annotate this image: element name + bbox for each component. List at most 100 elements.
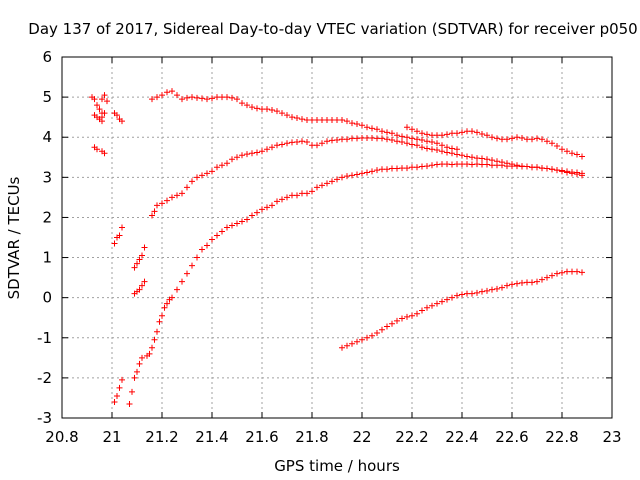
data-point <box>539 276 545 283</box>
data-point <box>284 194 290 201</box>
data-point <box>374 126 380 133</box>
data-point <box>149 212 155 219</box>
data-point <box>101 92 108 99</box>
data-point <box>429 162 435 169</box>
data-point <box>459 129 465 136</box>
data-point <box>269 202 275 209</box>
data-point <box>169 88 175 95</box>
data-point <box>94 146 100 153</box>
data-point <box>139 252 145 259</box>
data-point <box>394 132 400 139</box>
data-point <box>484 287 490 294</box>
data-point <box>259 206 265 213</box>
data-point <box>204 96 210 103</box>
data-point <box>299 138 305 145</box>
data-point <box>409 312 415 319</box>
data-point <box>224 94 230 101</box>
data-point <box>319 182 325 189</box>
data-point <box>434 300 440 307</box>
data-point <box>419 307 425 314</box>
data-point <box>151 208 158 215</box>
data-point <box>339 174 345 181</box>
x-tick-labels: 20.8 21 21.2 21.4 21.6 21.8 22 22.2 22.4 22.6 22.8… <box>45 428 621 446</box>
data-point <box>454 292 460 299</box>
data-point <box>264 146 270 153</box>
data-point <box>474 129 480 136</box>
x-tick-label: 21 <box>102 428 121 446</box>
data-point <box>91 96 98 103</box>
data-point <box>169 194 175 201</box>
data-point <box>126 400 133 407</box>
data-point <box>136 286 143 293</box>
x-tick-label: 22.6 <box>495 428 528 446</box>
y-axis-label: SDTVAR / TECUs <box>5 176 23 299</box>
data-point <box>114 392 120 399</box>
data-point <box>209 168 215 175</box>
data-point <box>134 368 140 375</box>
data-point <box>444 131 450 138</box>
data-point <box>559 167 565 174</box>
data-point <box>111 240 118 247</box>
data-point <box>229 156 235 163</box>
data-point <box>499 284 505 291</box>
axis-ticks <box>61 56 613 419</box>
data-point <box>404 313 410 320</box>
data-point <box>299 116 305 123</box>
data-point <box>274 108 280 115</box>
data-point <box>454 146 460 153</box>
data-point <box>449 294 455 301</box>
data-point <box>224 224 230 231</box>
data-point <box>194 174 200 181</box>
data-point <box>559 146 565 153</box>
data-point <box>429 139 435 146</box>
data-point <box>189 262 195 269</box>
data-point <box>544 165 550 172</box>
data-point <box>359 336 365 343</box>
data-point <box>244 102 250 109</box>
data-point <box>399 315 405 322</box>
data-point <box>304 190 310 197</box>
data-point <box>464 153 470 160</box>
series-arc-8 <box>131 244 148 271</box>
data-point <box>414 164 420 171</box>
data-point <box>99 96 105 103</box>
data-point <box>204 242 210 249</box>
y-tick-labels: -3 -2 -1 0 1 2 3 4 5 6 <box>37 48 52 427</box>
data-point <box>179 96 185 103</box>
data-point <box>164 300 170 307</box>
plot-frame <box>61 56 613 419</box>
data-point <box>484 132 490 139</box>
data-point <box>364 124 370 131</box>
data-point <box>444 296 450 303</box>
data-point <box>229 94 235 101</box>
data-point <box>409 141 415 148</box>
data-point <box>349 172 355 179</box>
data-point <box>389 137 395 144</box>
data-point <box>559 269 565 276</box>
data-point <box>101 110 108 117</box>
data-point <box>239 100 245 107</box>
data-point <box>524 163 530 170</box>
data-point <box>374 167 380 174</box>
data-point <box>509 281 515 288</box>
data-point <box>399 139 405 146</box>
data-point <box>304 139 310 146</box>
data-point <box>569 150 575 157</box>
data-point <box>389 130 395 137</box>
data-point <box>354 171 360 178</box>
data-point <box>114 112 120 119</box>
data-point <box>384 129 390 136</box>
data-point <box>509 135 515 142</box>
x-tick-label: 23 <box>602 428 621 446</box>
y-tick-label: 5 <box>42 88 52 106</box>
data-point <box>514 134 520 141</box>
data-point <box>439 132 445 139</box>
data-point <box>159 200 165 207</box>
data-point <box>244 151 250 158</box>
data-point <box>444 144 450 151</box>
data-point <box>484 161 490 168</box>
x-tick-label: 21.2 <box>145 428 178 446</box>
data-point <box>539 136 545 143</box>
data-point <box>131 264 138 271</box>
